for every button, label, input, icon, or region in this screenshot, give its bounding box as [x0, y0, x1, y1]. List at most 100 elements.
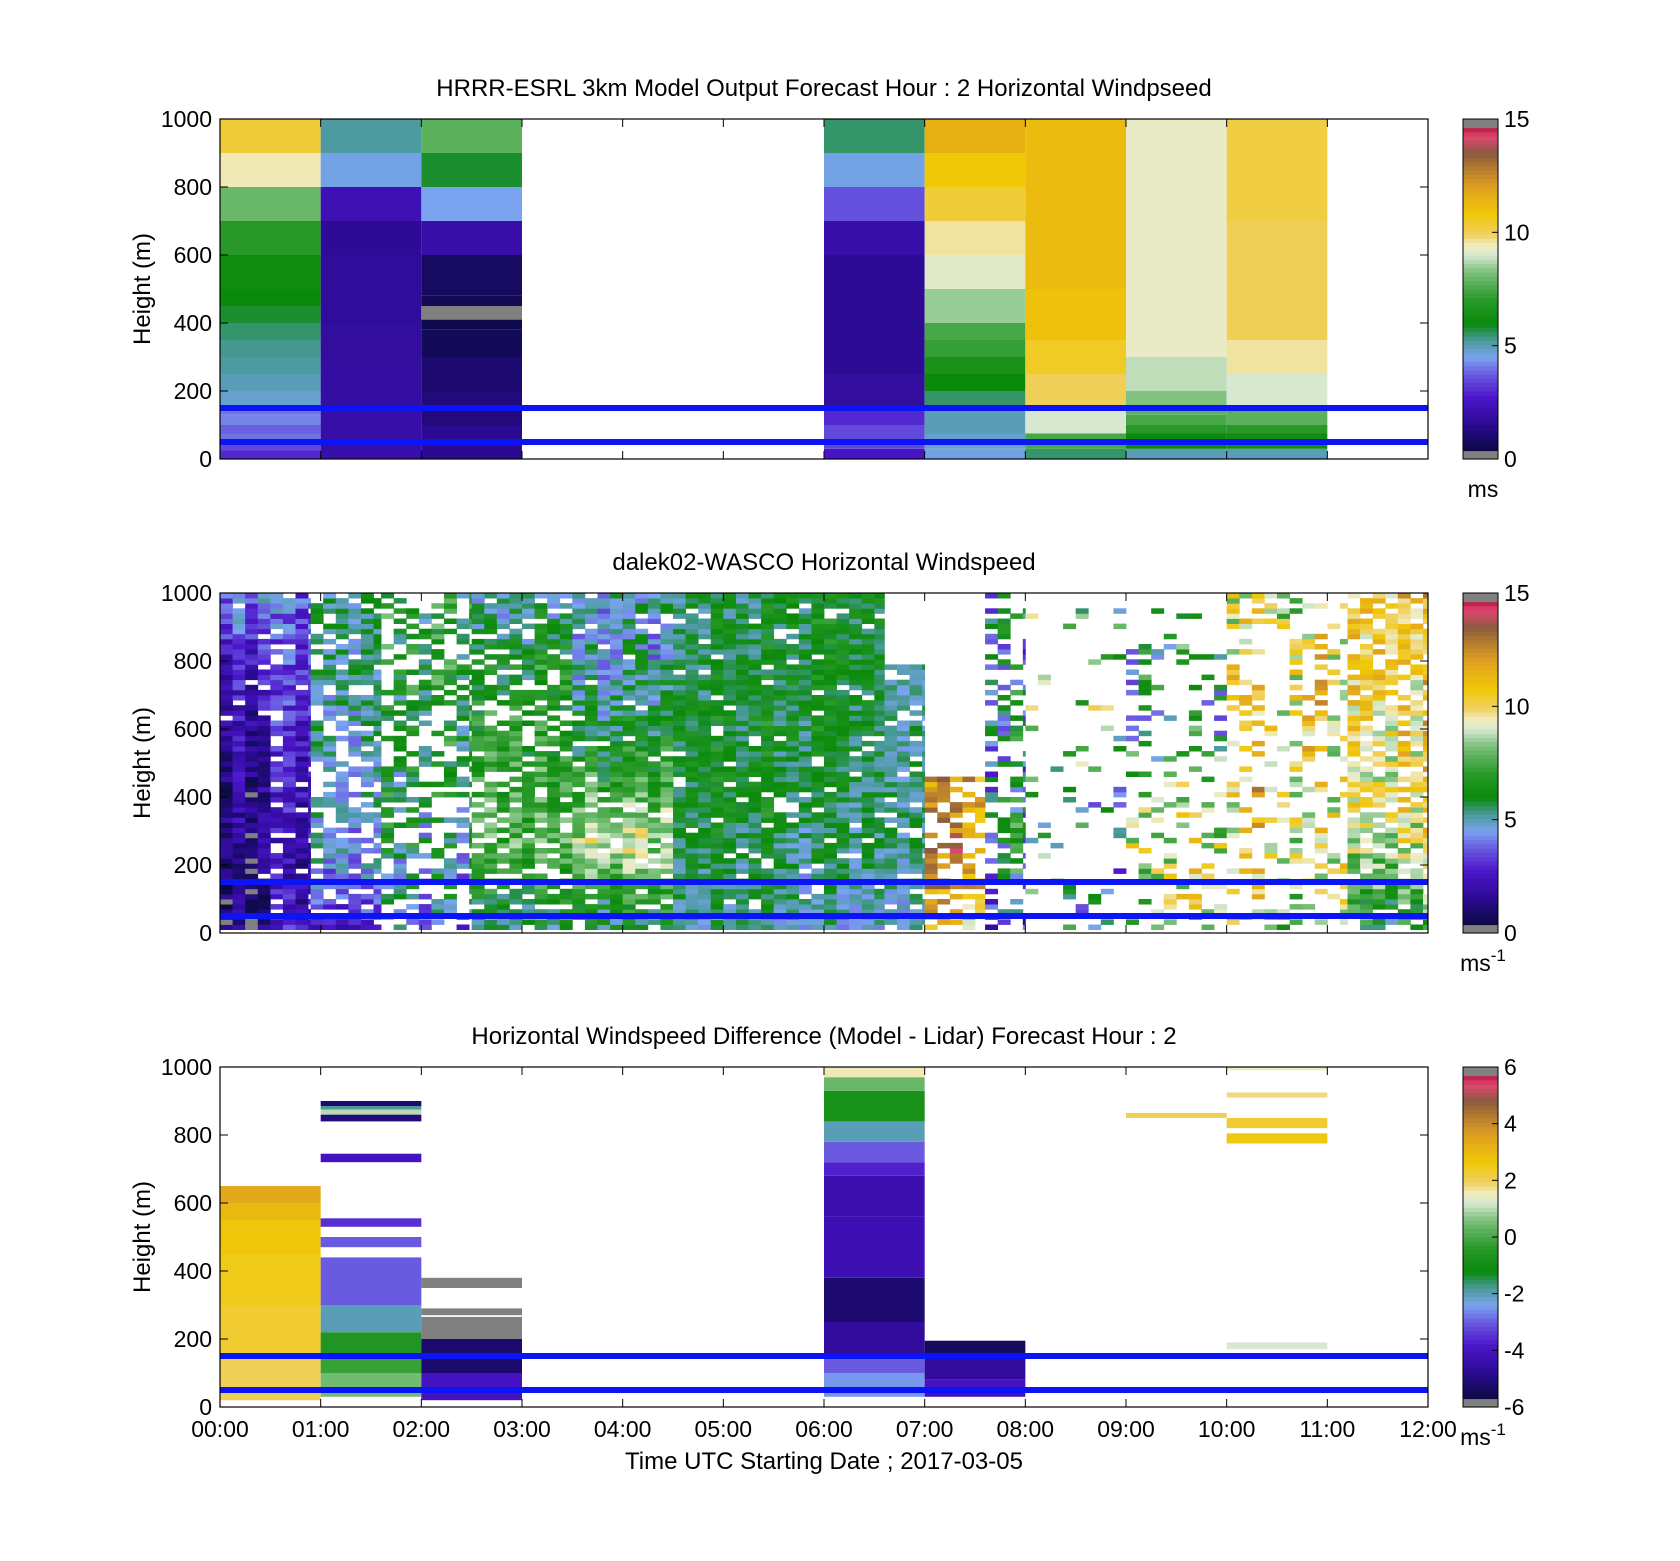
heatmap-cell: [393, 633, 407, 640]
heatmap-cell: [232, 725, 246, 732]
heatmap-cell: [335, 781, 349, 788]
heatmap-cell: [909, 695, 923, 701]
heatmap-cell: [922, 735, 926, 742]
heatmap-cell: [1022, 608, 1026, 614]
heatmap-cell: [922, 781, 926, 788]
heatmap-cell: [393, 853, 407, 859]
heatmap-cell: [896, 746, 910, 752]
heatmap-cell: [836, 817, 850, 823]
heatmap-cell: [270, 700, 284, 706]
heatmap-cell: [360, 817, 374, 823]
heatmap-cell: [997, 873, 1011, 879]
heatmap-cell: [1251, 791, 1265, 798]
colorbar-swatch: [1463, 280, 1498, 286]
heatmap-cell: [522, 776, 535, 783]
heatmap-cell: [1422, 593, 1429, 599]
heatmap-cell: [962, 863, 976, 869]
heatmap-cell: [698, 644, 712, 650]
heatmap-cell: [348, 791, 362, 798]
heatmap-cell: [282, 781, 296, 788]
heatmap-cell: [1010, 899, 1024, 905]
heatmap-cell: [922, 684, 926, 691]
heatmap-cell: [610, 623, 624, 630]
heatmap-cell: [924, 255, 1026, 289]
heatmap-cell: [245, 705, 259, 711]
heatmap-cell: [962, 827, 976, 834]
heatmap-cell: [1410, 771, 1424, 777]
heatmap-cell: [360, 618, 374, 624]
heatmap-cell: [1347, 730, 1361, 737]
heatmap-cell: [1347, 633, 1361, 640]
heatmap-cell: [1022, 797, 1026, 803]
heatmap-cell: [534, 797, 548, 803]
heatmap-cell: [610, 684, 624, 691]
heatmap-cell: [534, 740, 548, 747]
heatmap-cell: [836, 781, 850, 788]
heatmap-cell: [406, 919, 420, 925]
heatmap-cell: [559, 618, 573, 624]
heatmap-cell: [985, 608, 999, 614]
heatmap-cell: [1214, 689, 1228, 696]
heatmap-cell: [1410, 899, 1424, 905]
heatmap-cell: [1385, 771, 1399, 777]
heatmap-cell: [547, 628, 561, 635]
heatmap-cell: [773, 848, 787, 854]
heatmap-cell: [1422, 679, 1429, 686]
heatmap-cell: [232, 644, 246, 650]
heatmap-cell: [798, 689, 812, 696]
heatmap-cell: [922, 766, 926, 772]
heatmap-cell: [884, 695, 898, 701]
heatmap-cell: [1176, 659, 1190, 665]
heatmap-cell: [282, 638, 296, 645]
heatmap-cell: [635, 776, 649, 783]
heatmap-cell: [348, 909, 362, 915]
heatmap-cell: [270, 807, 284, 813]
colorbar-swatch: [1463, 1169, 1498, 1174]
heatmap-cell: [1022, 761, 1026, 767]
heatmap-cell: [1264, 608, 1278, 614]
heatmap-cell: [685, 802, 699, 808]
heatmap-cell: [811, 899, 825, 905]
heatmap-cell: [257, 919, 271, 925]
heatmap-cell: [310, 669, 324, 675]
heatmap-cell: [360, 674, 374, 681]
heatmap-cell: [748, 873, 762, 879]
heatmap-cell: [308, 644, 311, 650]
heatmap-cell: [1302, 715, 1316, 721]
heatmap-cell: [1025, 340, 1126, 374]
heatmap-cell: [484, 904, 498, 910]
heatmap-cell: [997, 797, 1011, 803]
heatmap-cell: [723, 842, 737, 849]
heatmap-cell: [610, 618, 624, 624]
heatmap-cell: [924, 1340, 1026, 1356]
heatmap-cell: [1422, 720, 1429, 726]
heatmap-cell: [1075, 904, 1089, 910]
heatmap-cell: [597, 710, 611, 716]
heatmap-cell: [393, 756, 407, 762]
heatmap-cell: [1289, 649, 1303, 655]
colorbar-swatch: [1463, 199, 1498, 205]
heatmap-cell: [1385, 746, 1399, 752]
heatmap-cell: [1214, 909, 1228, 915]
heatmap-cell: [735, 868, 749, 874]
heatmap-cell: [798, 766, 812, 772]
heatmap-cell: [761, 776, 775, 783]
heatmap-cell: [824, 618, 837, 624]
heatmap-cell: [1347, 705, 1361, 711]
heatmap-cell: [635, 740, 649, 747]
colorbar-swatch: [1463, 1105, 1498, 1111]
heatmap-cell: [985, 618, 999, 624]
heatmap-cell: [310, 756, 324, 762]
heatmap-cell: [584, 674, 598, 681]
heatmap-cell: [469, 888, 473, 895]
heatmap-cell: [335, 679, 349, 686]
heatmap-cell: [406, 684, 420, 691]
heatmap-cell: [443, 700, 457, 706]
heatmap-cell: [295, 761, 309, 767]
heatmap-cell: [522, 842, 535, 849]
heatmap-cell: [773, 649, 787, 655]
heatmap-cell: [635, 832, 649, 839]
heatmap-cell: [1010, 868, 1024, 874]
heatmap-cell: [1201, 832, 1215, 839]
heatmap-cell: [997, 628, 1011, 635]
